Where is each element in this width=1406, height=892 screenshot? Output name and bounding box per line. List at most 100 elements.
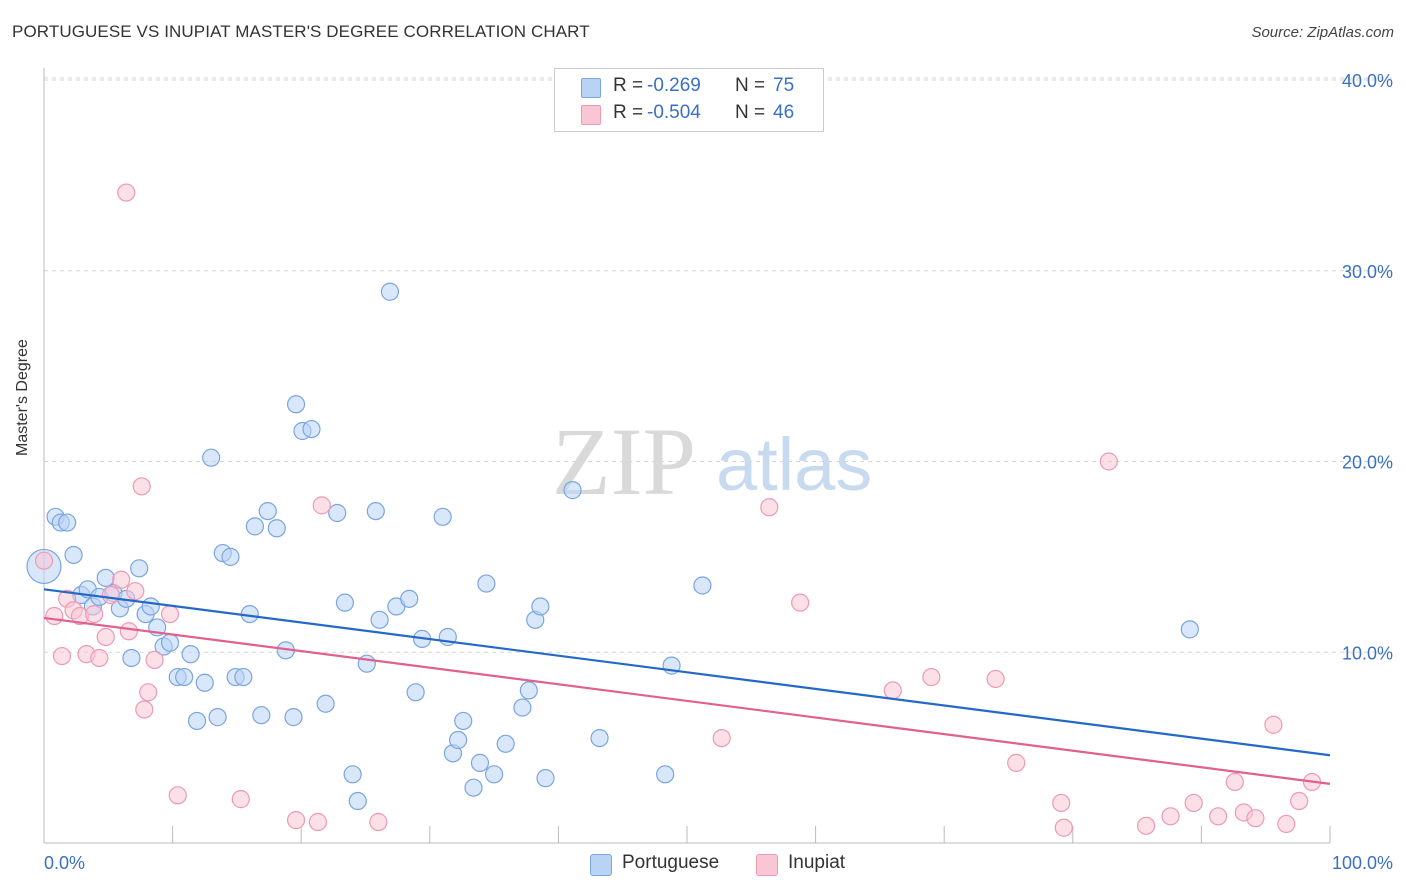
portuguese-point (187, 711, 207, 731)
portuguese-point (302, 419, 321, 439)
y-tick-label: 20.0% (1342, 453, 1393, 473)
tick-labels: 10.0% 20.0% 30.0% 40.0% 0.0% 100.0% (44, 71, 1393, 873)
portuguese-point (590, 728, 609, 748)
portuguese-point (366, 501, 385, 521)
inupiat-point (85, 604, 104, 624)
inupiat-point (139, 683, 158, 702)
portuguese-point (202, 448, 221, 467)
portuguese-point (513, 698, 532, 717)
inupiat-trend-line (43, 616, 1331, 785)
portuguese-point (195, 673, 214, 692)
portuguese-point (448, 730, 468, 750)
inupiat-point (101, 585, 120, 605)
portuguese-point (1180, 620, 1199, 639)
inupiat-point (96, 627, 115, 647)
portuguese-point (64, 545, 83, 565)
inupiat-point (1161, 807, 1180, 826)
portuguese-point (433, 507, 452, 526)
inupiat-point (119, 622, 138, 641)
portuguese-swatch (581, 78, 601, 98)
portuguese-point (343, 765, 362, 784)
portuguese-point (130, 559, 149, 578)
legend-label: Inupiat (788, 852, 846, 873)
y-tick-label: 30.0% (1342, 262, 1393, 282)
portuguese-point (181, 645, 200, 664)
inupiat-point (1007, 753, 1026, 772)
portuguese-point (234, 667, 253, 687)
portuguese-point (380, 282, 400, 301)
y-axis-label: Master's Degree (14, 339, 31, 456)
inupiat-point (1137, 816, 1156, 835)
portuguese-point (221, 547, 240, 566)
inupiat-point (52, 646, 72, 666)
portuguese-point (328, 503, 347, 523)
x-tick-label: 100.0% (1332, 853, 1393, 873)
portuguese-point (464, 778, 483, 797)
portuguese-point (563, 481, 582, 500)
r-label: R = (613, 75, 644, 96)
portuguese-point (656, 765, 675, 784)
portuguese-point (536, 769, 555, 788)
inupiat-point (1054, 818, 1073, 837)
inupiat-point (791, 593, 810, 612)
portuguese-point (58, 513, 77, 532)
inupiat-point (231, 790, 250, 809)
portuguese-point (370, 610, 389, 629)
portuguese-point (160, 633, 180, 652)
inupiat-point (1052, 793, 1071, 813)
portuguese-point (485, 765, 504, 784)
y-tick-label: 10.0% (1342, 643, 1393, 663)
portuguese-point (531, 597, 550, 616)
inupiat-point (112, 570, 131, 589)
portuguese-point (406, 683, 425, 702)
watermark: ZIP atlas (552, 408, 872, 515)
inupiat-point (160, 604, 180, 624)
portuguese-point (122, 648, 141, 668)
watermark-atlas: atlas (716, 423, 872, 506)
inupiat-point (369, 812, 388, 832)
trend-lines (43, 588, 1331, 785)
legend-label: Portuguese (622, 852, 720, 873)
inupiat-point (312, 496, 331, 515)
inupiat-point (1099, 452, 1118, 471)
inupiat-point (90, 648, 109, 668)
stats-box: R = -0.269 N = 75 R = -0.504 N = 46 (554, 68, 824, 132)
n-label: N = (735, 102, 766, 123)
portuguese-point (141, 597, 160, 616)
portuguese-point (496, 734, 515, 753)
inupiat-point (132, 477, 151, 496)
portuguese-point (316, 694, 335, 713)
inupiat-point (1264, 715, 1283, 734)
portuguese-point (286, 395, 306, 414)
portuguese-legend-swatch (590, 854, 612, 876)
inupiat-point (135, 700, 154, 719)
inupiat-point (45, 606, 64, 626)
inupiat-point (883, 681, 902, 700)
inupiat-point (1290, 791, 1309, 811)
x-tick-label: 0.0% (44, 853, 85, 873)
n-label: N = (735, 75, 766, 96)
source-credit: Source: ZipAtlas.com (1251, 24, 1394, 41)
inupiat-point (168, 786, 187, 805)
axes (43, 68, 1331, 844)
gridlines (44, 77, 1392, 653)
inupiat-point (1184, 793, 1203, 813)
inupiat-point (1209, 807, 1228, 826)
portuguese-point (348, 791, 367, 811)
portuguese-trend-line (43, 588, 1331, 757)
n-value: 75 (773, 75, 795, 96)
portuguese-point (335, 593, 355, 612)
n-value: 46 (773, 102, 795, 123)
inupiat-point (34, 551, 54, 570)
portuguese-point (267, 519, 286, 538)
portuguese-point (284, 708, 303, 727)
inupiat-point (308, 812, 328, 832)
inupiat-point (986, 669, 1005, 689)
portuguese-point (258, 501, 277, 521)
portuguese-point (208, 708, 227, 727)
chart-title: PORTUGUESE VS INUPIAT MASTER'S DEGREE CO… (12, 22, 590, 41)
inupiat-point (1277, 814, 1296, 834)
inupiat-swatch (581, 105, 601, 125)
inupiat-point (922, 667, 941, 687)
